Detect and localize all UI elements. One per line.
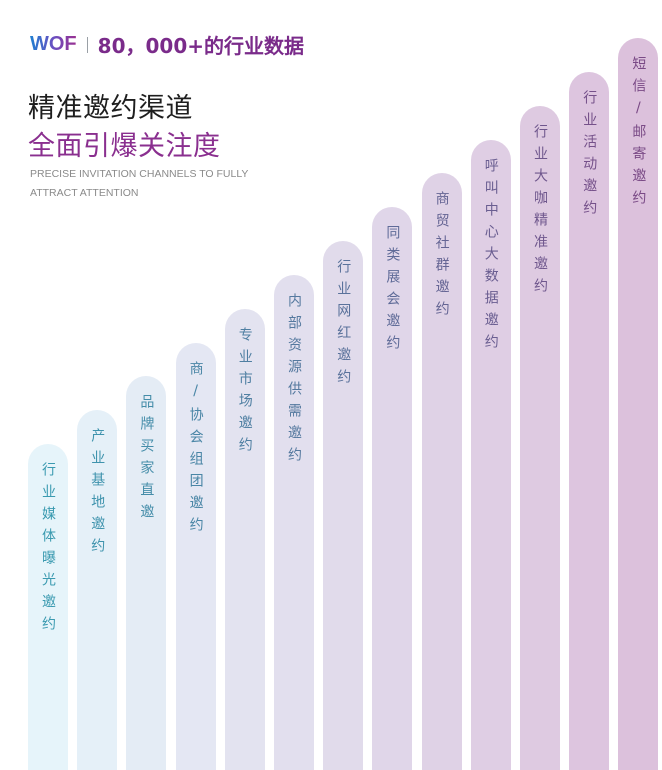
channel-bar: 内部资源供需邀约 [274, 274, 314, 770]
channel-bar: 品牌买家直邀 [126, 376, 167, 770]
channel-label: 品牌买家直邀 [138, 394, 155, 527]
channel-bar: 行业活动邀约 [569, 71, 610, 770]
channel-label: 行业网红邀约 [335, 259, 352, 391]
channel-bar: 行业网红邀约 [323, 241, 364, 770]
logo-text: WOF [30, 33, 77, 55]
header-tagline: 80，000+的行业数据 [97, 34, 304, 58]
headline-line1: 精准邀约渠道 [28, 93, 193, 124]
channel-bar: 产业基地邀约 [77, 410, 118, 770]
subtitle-line2: ATTRACT ATTENTION [30, 187, 139, 199]
channel-bar: 短信/邮寄邀约 [618, 38, 659, 770]
channel-label: 短信/邮寄邀约 [630, 56, 647, 212]
channel-bar: 专业市场邀约 [224, 308, 265, 770]
channel-bar: 商/协会组团邀约 [175, 342, 216, 770]
channel-bar: 同类展会邀约 [372, 207, 413, 770]
channel-bar: 行业大咖精准邀约 [520, 105, 560, 770]
channel-bar: 行业媒体曝光邀约 [28, 444, 68, 770]
header-divider [86, 36, 88, 53]
channel-label: 同类展会邀约 [384, 225, 401, 358]
channel-label: 商/协会组团邀约 [187, 360, 204, 539]
channel-label: 行业大咖精准邀约 [532, 123, 548, 300]
brand-header: WOF 80，000+的行业数据 [30, 30, 304, 59]
channel-bar: 呼叫中心大数据邀约 [470, 139, 511, 770]
channel-label: 行业媒体曝光邀约 [40, 462, 56, 638]
english-subtitle: PRECISE INVITATION CHANNELS TO FULLY ATT… [30, 165, 270, 203]
wof-logo: WOF [30, 33, 77, 56]
headline-line2: 全面引爆关注度 [28, 131, 221, 162]
subtitle-line1: PRECISE INVITATION CHANNELS TO FULLY [30, 168, 249, 180]
channel-label: 产业基地邀约 [89, 428, 106, 561]
channel-label: 专业市场邀约 [236, 326, 253, 459]
channel-label: 内部资源供需邀约 [286, 292, 302, 469]
channel-label: 行业活动邀约 [581, 89, 598, 222]
channel-label: 呼叫中心大数据邀约 [482, 157, 499, 356]
channel-bar: 商贸社群邀约 [421, 173, 462, 770]
channel-label: 商贸社群邀约 [433, 191, 450, 324]
